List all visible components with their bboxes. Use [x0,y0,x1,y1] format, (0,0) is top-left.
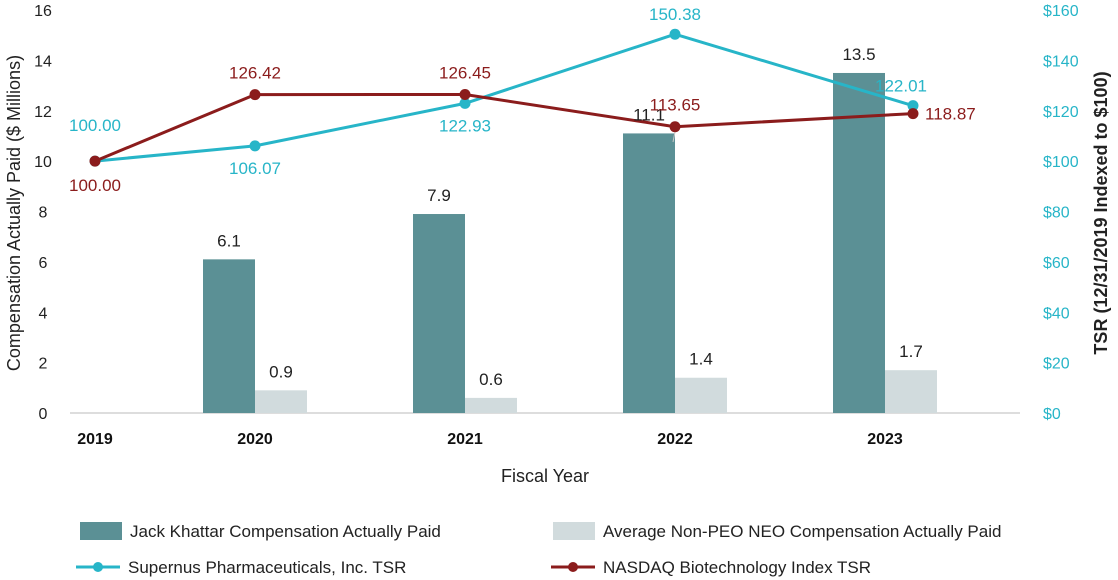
nasdaq-tsr-marker [249,89,261,101]
y-right-tick-label: $40 [1043,305,1070,322]
supernus-tsr-label: 122.93 [439,116,491,135]
right-axis-ticks: $0 $20 $40 $60 $80 $100 $120 $140 $160 [1043,3,1079,423]
nasdaq-tsr-label: 118.87 [925,105,976,124]
nasdaq-tsr-label: 126.42 [229,64,281,83]
legend-label-ceo: Jack Khattar Compensation Actually Paid [130,522,441,541]
data-labels: 6.1 7.9 11.1 13.5 0.9 0.6 1.4 1.7 100.00 106.07 12… [69,5,976,389]
y-right-tick-label: $60 [1043,255,1070,272]
legend-label-neo: Average Non-PEO NEO Compensation Actuall… [603,522,1001,541]
nasdaq-tsr-marker [669,121,681,133]
ceo-cap-bar [203,259,255,413]
neo-cap-bar [255,390,307,413]
bar-value-label: 0.9 [269,362,293,381]
bar-value-label: 1.4 [689,350,713,369]
supernus-tsr-label: 106.07 [229,159,281,178]
nasdaq-tsr-marker [907,108,919,120]
y-tick-label: 14 [34,53,52,70]
left-axis-ticks: 0 2 4 6 8 10 12 14 16 [34,3,52,423]
y-right-tick-label: $80 [1043,205,1070,222]
ceo-cap-bar [623,133,675,413]
y-tick-label: 10 [34,154,52,171]
y-tick-label: 4 [39,305,48,322]
ceo-cap-bar [833,72,885,413]
ceo-cap-bar [413,214,465,413]
y-tick-label: 0 [39,406,48,423]
y-right-tick-label: $20 [1043,356,1070,373]
bar-value-label: 0.6 [479,370,503,389]
bar-value-label: 6.1 [217,231,241,250]
legend-swatch-supernus-marker [93,562,103,572]
y-tick-label: 8 [39,205,48,222]
bar-value-label: 7.9 [427,186,451,205]
y-right-tick-label: $100 [1043,154,1079,171]
y-right-tick-label: $140 [1043,53,1079,70]
supernus-tsr-marker [459,97,471,109]
legend-label-nasdaq: NASDAQ Biotechnology Index TSR [603,558,871,577]
bar-value-label: 1.7 [899,342,923,361]
nasdaq-tsr-label: 126.45 [439,64,491,83]
bar-value-label: 11.1 [633,105,665,124]
legend-swatch-neo-bar [553,522,595,540]
supernus-tsr-label: 122.01 [875,77,927,96]
y-tick-label: 2 [39,356,48,373]
y-right-tick-label: $120 [1043,104,1079,121]
supernus-tsr-marker [907,100,919,112]
y-tick-label: 12 [34,104,52,121]
y-axis-title: Compensation Actually Paid ($ Millions) [4,55,24,371]
nasdaq-tsr-line [94,93,914,163]
supernus-tsr-line [94,32,914,163]
nasdaq-tsr-label: 113.65 [650,96,701,115]
supernus-tsr-marker [249,140,261,152]
x-axis-title: Fiscal Year [501,466,589,486]
category-label: 2019 [77,431,113,448]
legend-label-supernus: Supernus Pharmaceuticals, Inc. TSR [128,558,406,577]
y-tick-label: 16 [34,3,52,20]
legend: Jack Khattar Compensation Actually Paid … [76,522,1001,577]
neo-cap-bar [465,397,517,413]
category-label: 2021 [447,431,483,448]
bar-value-label: 13.5 [842,45,875,64]
supernus-tsr-marker [669,28,681,40]
y-right-axis-title: TSR (12/31/2019 Indexed to $100) [1091,71,1111,354]
lines-layer [89,28,919,167]
nasdaq-tsr-marker [459,89,471,101]
category-labels: 2019 2020 2021 2022 2023 [77,431,903,448]
supernus-tsr-label: 100.00 [69,116,121,135]
supernus-tsr-label: 150.38 [649,5,701,24]
legend-swatch-ceo-bar [80,522,122,540]
y-right-tick-label: $0 [1043,406,1061,423]
neo-cap-bar [675,377,727,413]
neo-cap-bar [885,370,937,413]
bars-layer [203,72,937,413]
nasdaq-tsr-marker [89,155,101,167]
y-right-tick-label: $160 [1043,3,1079,20]
category-label: 2022 [657,431,693,448]
legend-swatch-nasdaq-marker [568,562,578,572]
nasdaq-tsr-label: 100.00 [69,176,121,195]
category-label: 2020 [237,431,273,448]
category-label: 2023 [867,431,903,448]
y-tick-label: 6 [39,255,48,272]
